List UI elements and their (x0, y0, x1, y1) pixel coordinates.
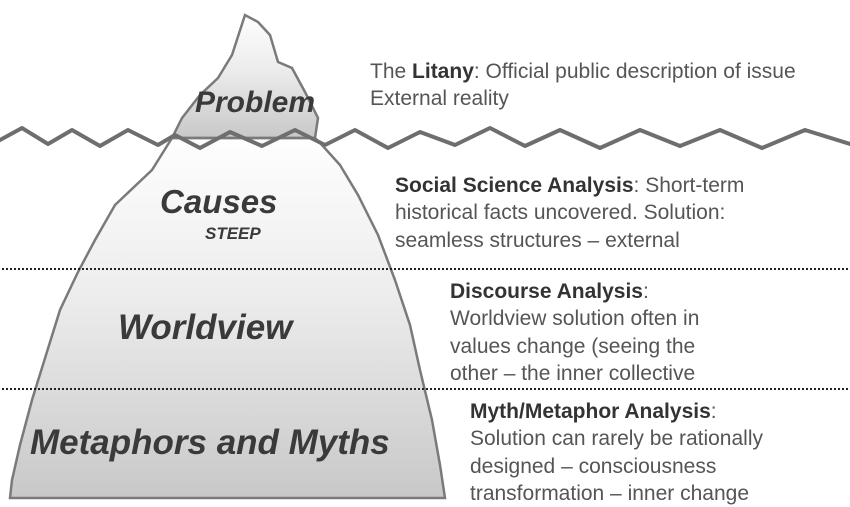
waterline (0, 0, 850, 502)
